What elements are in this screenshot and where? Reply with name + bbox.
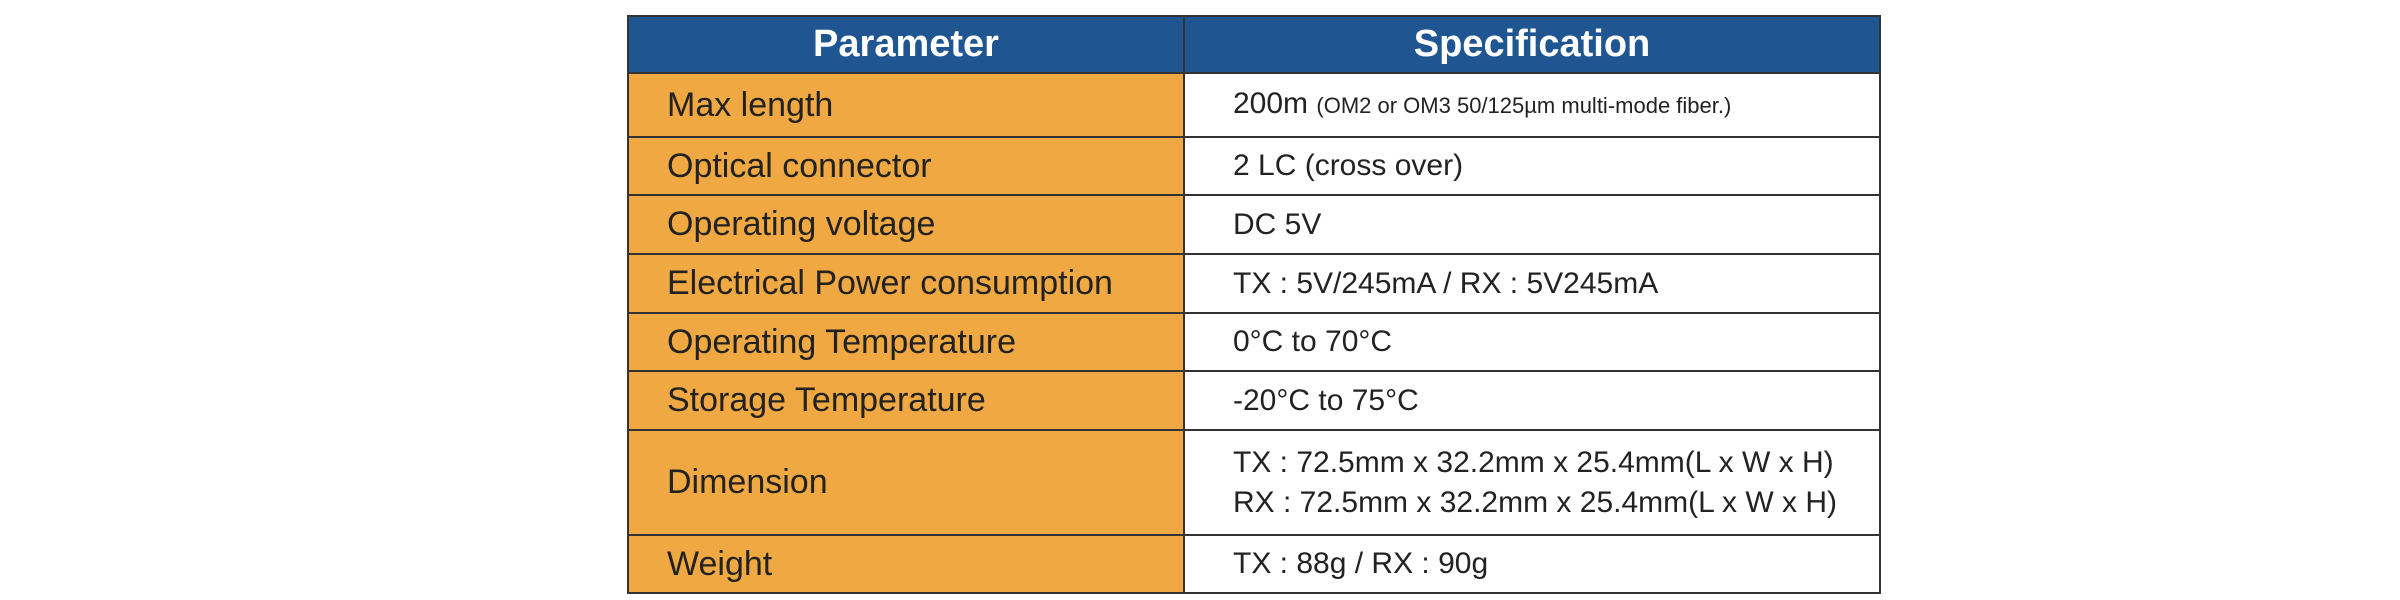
specification-cell: -20°C to 75°C — [1183, 370, 1881, 431]
specification-text: TX : 5V/245mA / RX : 5V245mA — [1233, 266, 1659, 300]
specification-text: 0°C to 70°C — [1233, 325, 1393, 358]
specification-text: RX : 72.5mm x 32.2mm x 25.4mm(L x W x H) — [1233, 485, 1837, 519]
specification-cell: TX : 5V/245mA / RX : 5V245mA — [1183, 253, 1881, 314]
row: Electrical Power consumption TX : 5V/245m… — [627, 253, 1881, 314]
header-cell: Specification — [1183, 15, 1881, 74]
specification-text: TX : 72.5mm x 32.2mm x 25.4mm(L x W x H) — [1233, 445, 1834, 479]
specification-cell: 0°C to 70°C — [1183, 312, 1881, 372]
parameter-cell: Storage Temperature — [627, 370, 1185, 431]
parameter-cell: Operating voltage — [627, 194, 1185, 255]
specification-text: -20°C to 75°C — [1233, 383, 1419, 417]
specification-text: 2 LC (cross over) — [1233, 149, 1464, 182]
row: Operating voltage DC 5V — [627, 194, 1881, 255]
specification-text: 200m — [1233, 87, 1309, 120]
specification-cell: 2 LC (cross over) — [1183, 136, 1881, 196]
header-cell: Parameter — [627, 15, 1185, 74]
row: Storage Temperature -20°C to 75°C — [627, 370, 1881, 431]
row: Weight TX : 88g / RX : 90g — [627, 534, 1881, 594]
parameter-cell: Weight — [627, 534, 1185, 594]
specification-cell: TX : 88g / RX : 90g — [1183, 534, 1881, 594]
row: Operating Temperature 0°C to 70°C — [627, 312, 1881, 372]
parameter-cell: Optical connector — [627, 136, 1185, 196]
row: Optical connector 2 LC (cross over) — [627, 136, 1881, 196]
table-body: Max length 200m (OM2 or OM3 50/125µm mult… — [627, 72, 1881, 594]
specification-note: (OM2 or OM3 50/125µm multi-mode fiber.) — [1316, 93, 1732, 118]
header-row: Parameter Specification — [627, 15, 1881, 74]
parameter-cell: Max length — [627, 72, 1185, 138]
row: Max length 200m (OM2 or OM3 50/125µm mult… — [627, 72, 1881, 138]
parameter-cell: Operating Temperature — [627, 312, 1185, 372]
parameter-cell: Electrical Power consumption — [627, 253, 1185, 314]
table-header: Parameter Specification — [627, 15, 1881, 74]
specification-cell: TX : 72.5mm x 32.2mm x 25.4mm(L x W x H)… — [1183, 429, 1881, 536]
specification-cell: DC 5V — [1183, 194, 1881, 255]
specification-cell: 200m (OM2 or OM3 50/125µm multi-mode fib… — [1183, 72, 1881, 138]
specification-text: TX : 88g / RX : 90g — [1233, 547, 1489, 580]
row: Dimension TX : 72.5mm x 32.2mm x 25.4mm(L… — [627, 429, 1881, 536]
parameter-cell: Dimension — [627, 429, 1185, 536]
spec-table: Parameter Specification Max length 200m (… — [627, 15, 1881, 594]
specification-text: DC 5V — [1233, 207, 1322, 241]
